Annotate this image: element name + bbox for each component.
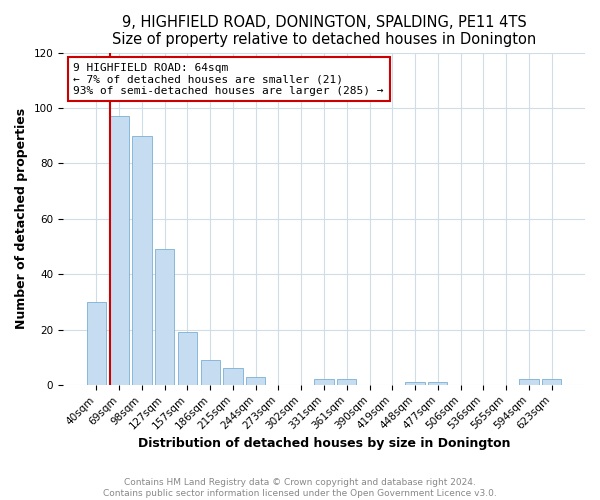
- Bar: [132, 136, 152, 385]
- Bar: [178, 332, 197, 385]
- Bar: [314, 380, 334, 385]
- Bar: [110, 116, 129, 385]
- Bar: [519, 380, 539, 385]
- Bar: [87, 302, 106, 385]
- Bar: [155, 249, 175, 385]
- Bar: [542, 380, 561, 385]
- Bar: [200, 360, 220, 385]
- Y-axis label: Number of detached properties: Number of detached properties: [15, 108, 28, 330]
- Bar: [428, 382, 448, 385]
- Title: 9, HIGHFIELD ROAD, DONINGTON, SPALDING, PE11 4TS
Size of property relative to de: 9, HIGHFIELD ROAD, DONINGTON, SPALDING, …: [112, 15, 536, 48]
- Bar: [337, 380, 356, 385]
- Text: Contains HM Land Registry data © Crown copyright and database right 2024.
Contai: Contains HM Land Registry data © Crown c…: [103, 478, 497, 498]
- Bar: [406, 382, 425, 385]
- Text: 9 HIGHFIELD ROAD: 64sqm
← 7% of detached houses are smaller (21)
93% of semi-det: 9 HIGHFIELD ROAD: 64sqm ← 7% of detached…: [73, 62, 384, 96]
- Bar: [223, 368, 242, 385]
- X-axis label: Distribution of detached houses by size in Donington: Distribution of detached houses by size …: [138, 437, 510, 450]
- Bar: [246, 376, 265, 385]
